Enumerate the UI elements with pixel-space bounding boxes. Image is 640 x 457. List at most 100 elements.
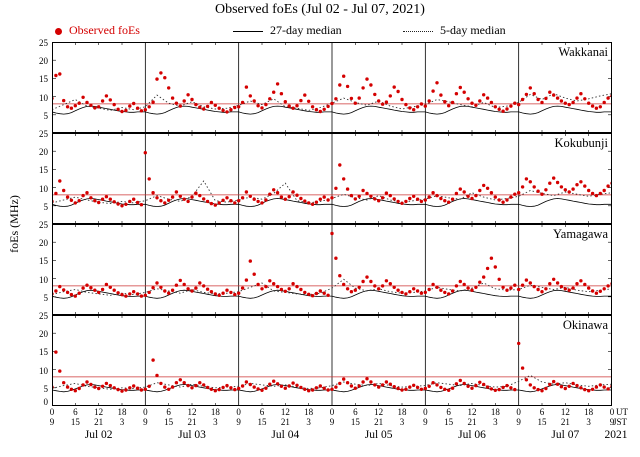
station-label-wakkanai: Wakkanai xyxy=(558,45,608,59)
legend-median5: 5-day median xyxy=(403,23,506,38)
tick-label: 18 xyxy=(490,407,500,417)
tick-label: 3 xyxy=(586,417,591,427)
tick-label: 20 xyxy=(39,329,48,340)
tick-label: 10 xyxy=(39,365,48,376)
tick-label: 5 xyxy=(43,292,49,303)
tick-label: 15 xyxy=(350,417,360,427)
tick-label: 15 xyxy=(164,417,174,427)
tick-label: 25 xyxy=(39,129,48,139)
solid-line-icon xyxy=(233,30,263,32)
tick-label: 21 xyxy=(187,417,197,427)
station-label-kokubunji: Kokubunji xyxy=(554,136,608,150)
tick-label: 9 xyxy=(516,417,521,427)
tick-label: 15 xyxy=(257,417,267,427)
tick-label: 3 xyxy=(306,417,311,427)
tick-label: 12 xyxy=(94,407,104,417)
tick-label: 9 xyxy=(49,417,55,427)
year-label: 2021 xyxy=(604,429,628,441)
tick-label: 6 xyxy=(259,407,265,417)
panel-kokubunji xyxy=(52,133,612,224)
day-label: Jul 03 xyxy=(178,429,206,441)
tick-label: 15 xyxy=(537,417,547,427)
tick-label: 20 xyxy=(39,238,48,249)
ut-unit-label: UT xyxy=(616,407,628,417)
tick-label: 6 xyxy=(73,407,78,417)
tick-label: 0 xyxy=(43,397,49,407)
tick-label: 12 xyxy=(187,407,197,417)
y-axis-title: foEs (MHz) xyxy=(7,195,21,253)
tick-label: 5 xyxy=(43,110,49,121)
tick-label: 9 xyxy=(609,417,615,427)
tick-label: 15 xyxy=(39,74,48,85)
legend-median27: 27-day median xyxy=(233,23,342,38)
jst-unit-label: JST xyxy=(613,417,628,427)
tick-label: 9 xyxy=(236,417,241,427)
tick-label: 3 xyxy=(119,417,125,427)
day-label: Jul 05 xyxy=(364,429,393,441)
station-label-okinawa: Okinawa xyxy=(562,318,608,332)
tick-label: 9 xyxy=(329,417,335,427)
tick-label: 18 xyxy=(117,407,127,417)
tick-label: 0 xyxy=(516,407,521,417)
tick-label: 6 xyxy=(446,407,451,417)
observed-dot-icon xyxy=(55,27,62,35)
tick-label: 0 xyxy=(329,407,335,417)
tick-label: 12 xyxy=(560,407,570,417)
tick-label: 25 xyxy=(39,220,48,230)
tick-label: 20 xyxy=(39,56,48,67)
tick-label: 5 xyxy=(43,383,49,394)
tick-label: 21 xyxy=(94,417,104,427)
panel-yamagawa xyxy=(52,224,612,315)
tick-label: 6 xyxy=(353,407,358,417)
panel-okinawa xyxy=(52,315,612,406)
tick-label: 3 xyxy=(399,417,405,427)
tick-label: 10 xyxy=(39,274,48,285)
tick-label: 21 xyxy=(560,417,570,427)
tick-label: 21 xyxy=(467,417,477,427)
tick-label: 21 xyxy=(280,417,290,427)
tick-label: 5 xyxy=(43,201,49,212)
tick-label: 0 xyxy=(423,407,428,417)
tick-label: 6 xyxy=(166,407,171,417)
tick-label: 18 xyxy=(304,407,314,417)
tick-label: 12 xyxy=(467,407,477,417)
tick-label: 10 xyxy=(39,183,48,194)
tick-label: 0 xyxy=(609,407,615,417)
tick-label: 0 xyxy=(236,407,241,417)
tick-label: 3 xyxy=(213,417,218,427)
panel-wakkanai xyxy=(52,42,612,133)
tick-label: 6 xyxy=(539,407,545,417)
page-title: Observed foEs (Jul 02 - Jul 07, 2021) xyxy=(215,2,425,17)
tick-label: 12 xyxy=(374,407,384,417)
tick-label: 18 xyxy=(584,407,594,417)
tick-label: 18 xyxy=(210,407,220,417)
tick-label: 0 xyxy=(49,407,55,417)
tick-label: 25 xyxy=(39,311,48,321)
day-label: Jul 06 xyxy=(458,429,486,441)
day-label: Jul 04 xyxy=(271,429,300,441)
tick-label: 12 xyxy=(280,407,290,417)
tick-label: 9 xyxy=(423,417,428,427)
tick-label: 10 xyxy=(39,92,48,103)
tick-label: 20 xyxy=(39,147,48,158)
day-label: Jul 02 xyxy=(84,429,113,441)
tick-label: 25 xyxy=(39,38,48,48)
tick-label: 9 xyxy=(143,417,148,427)
tick-label: 15 xyxy=(39,165,48,176)
dotted-line-icon xyxy=(403,30,433,32)
station-label-yamagawa: Yamagawa xyxy=(553,227,608,241)
tick-label: 15 xyxy=(444,417,454,427)
day-label: Jul 07 xyxy=(551,429,580,441)
legend-observed-label: Observed foEs xyxy=(69,23,140,37)
legend-median5-label: 5-day median xyxy=(440,23,506,37)
tick-label: 15 xyxy=(70,417,80,427)
legend-median27-label: 27-day median xyxy=(270,23,342,37)
tick-label: 21 xyxy=(374,417,384,427)
legend-observed: Observed foEs xyxy=(55,23,140,38)
tick-label: 18 xyxy=(397,407,407,417)
tick-label: 15 xyxy=(39,256,48,267)
tick-label: 0 xyxy=(143,407,148,417)
tick-label: 3 xyxy=(493,417,498,427)
tick-label: 15 xyxy=(39,347,48,358)
